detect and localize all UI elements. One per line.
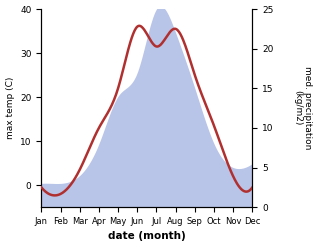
X-axis label: date (month): date (month)	[108, 231, 186, 242]
Y-axis label: med. precipitation
(kg/m2): med. precipitation (kg/m2)	[293, 66, 313, 150]
Y-axis label: max temp (C): max temp (C)	[5, 77, 15, 139]
